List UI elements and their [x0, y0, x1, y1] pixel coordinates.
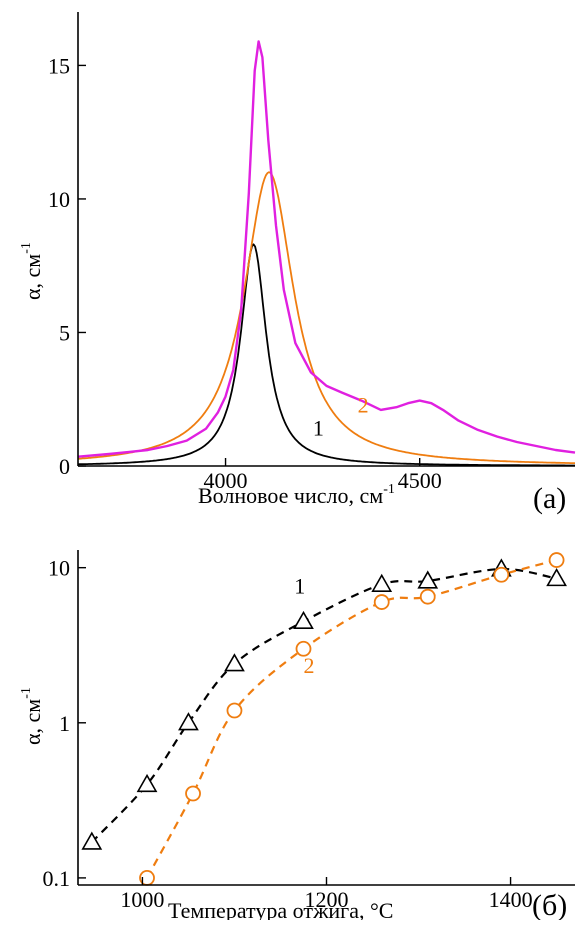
annealing-point-2 — [295, 640, 312, 657]
annealing-y-axis-title: α, см-1 — [19, 687, 45, 745]
annealing-x-tick-label: 1200 — [305, 887, 349, 912]
spectrum-y-tick-label: 5 — [59, 320, 70, 345]
spectrum-y-axis-title: α, см-1 — [19, 242, 45, 300]
spectrum-curve-label-2: 2 — [358, 393, 369, 418]
annealing-curve-label-1: 1 — [294, 574, 305, 599]
annealing-x-tick-label: 1400 — [489, 887, 533, 912]
annealing-y-tick-label: 10 — [48, 556, 70, 581]
annealing-point-2 — [373, 594, 390, 610]
spectrum-curve-labels: 12 — [313, 393, 369, 441]
annealing-point-1 — [371, 573, 393, 592]
annealing-trend-line-1 — [91, 567, 557, 843]
spectrum-curve-label-1: 1 — [313, 415, 324, 440]
annealing-point-1 — [81, 831, 103, 850]
spectrum-y-tick-label: 10 — [48, 187, 70, 212]
annealing-y-tick-label: 0.1 — [43, 866, 71, 891]
panel-label-a: (а) — [533, 482, 566, 515]
annealing-point-1 — [224, 653, 245, 672]
annealing-y-tick-label: 1 — [59, 711, 70, 736]
annealing-point-2 — [185, 785, 201, 802]
spectrum-x-tick-label: 4000 — [204, 468, 248, 493]
annealing-trend-line-2 — [146, 558, 557, 879]
annealing-point-1 — [417, 570, 439, 589]
annealing-x-tick-label: 1000 — [120, 887, 164, 912]
annealing-point-2 — [493, 566, 510, 583]
spectrum-y-tick-label: 15 — [48, 53, 70, 78]
spectrum-plot-area — [77, 40, 576, 467]
spectrum-x-axis-title: Волновое число, см-1 — [198, 482, 395, 508]
annealing-point-2 — [548, 552, 565, 568]
annealing-point-1 — [293, 610, 314, 630]
panel-label-b: (б) — [532, 889, 567, 920]
annealing-curve-label-2: 2 — [303, 653, 314, 678]
spectrum-total-curve — [77, 40, 576, 458]
annealing-curve-labels: 12 — [294, 574, 314, 678]
spectrum-y-ticks: 0 5 10 15 — [48, 53, 86, 479]
spectrum-y-tick-label: 0 — [59, 454, 70, 479]
annealing-point-1 — [136, 773, 158, 793]
annealing-point-2 — [419, 588, 436, 605]
annealing-point-1 — [546, 568, 567, 587]
spectrum-curve-1 — [77, 243, 575, 467]
annealing-x-axis-title: Температура отжига, °С — [168, 898, 393, 920]
annealing-plot-area — [81, 552, 567, 886]
annealing-y-ticks: 0.1 1 10 — [43, 556, 86, 891]
spectrum-x-ticks: 4000 4500 — [204, 458, 442, 493]
annealing-x-ticks: 1000 1200 1400 — [120, 877, 533, 912]
spectrum-curve-2 — [77, 171, 575, 464]
annealing-point-1 — [178, 712, 199, 731]
annealing-point-2 — [226, 702, 243, 719]
spectrum-x-tick-label: 4500 — [398, 468, 442, 493]
